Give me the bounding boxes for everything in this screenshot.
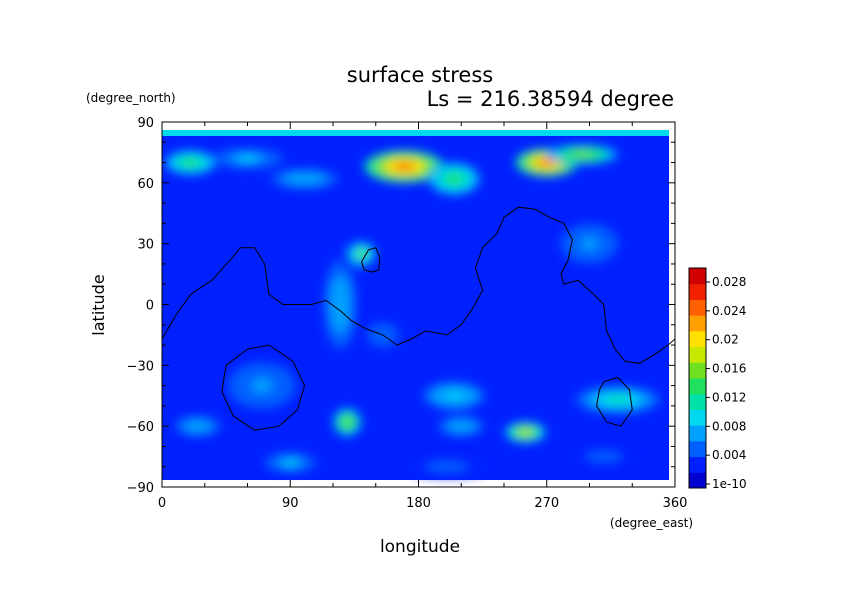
y-axis-label: latitude <box>89 274 108 335</box>
y-tick-label: 30 <box>137 238 154 253</box>
stress-contour <box>394 162 415 171</box>
colorbar-swatch <box>689 268 706 285</box>
contour-line <box>221 344 306 431</box>
colorbar-swatch <box>689 330 706 348</box>
x-tick-label: 360 <box>663 496 688 511</box>
stress-contour <box>190 423 205 430</box>
x-tick-label: 90 <box>282 496 299 511</box>
x-unit-label: (degree_east) <box>610 516 693 530</box>
stress-contour <box>335 290 346 319</box>
colorbar-label: 0.004 <box>712 448 746 462</box>
stress-contour <box>447 174 461 183</box>
colorbar-swatch <box>689 409 706 426</box>
stress-contour <box>594 454 613 460</box>
colorbar-label: 1e-10 <box>712 477 747 491</box>
colorbar-label: 0.028 <box>712 275 746 289</box>
colorbar-swatch <box>689 440 706 458</box>
colorbar-swatch <box>689 472 706 489</box>
chart-title: surface stress <box>347 63 493 87</box>
stress-contour <box>238 155 257 162</box>
colorbar-label: 0.008 <box>712 419 746 433</box>
stress-contour <box>436 464 458 470</box>
y-tick-label: −60 <box>127 420 154 435</box>
y-tick-label: 60 <box>137 177 154 192</box>
y-tick-label: −30 <box>127 359 154 374</box>
stress-contour <box>357 250 366 257</box>
field-background <box>162 130 669 480</box>
x-tick-label: 0 <box>158 496 166 511</box>
polar-band <box>162 130 669 136</box>
y-tick-label: −90 <box>127 481 154 496</box>
contour-line <box>361 247 381 273</box>
y-tick-label: 0 <box>146 299 154 314</box>
stress-contour <box>184 159 197 166</box>
colorbar-swatch <box>689 378 706 395</box>
contour-line <box>162 206 675 364</box>
x-tick-label: 180 <box>406 496 431 511</box>
colorbar-swatch <box>689 299 706 316</box>
axis-ticks: 0 90 180 270 360 90 60 30 0 −30 −60 −90 <box>127 116 688 511</box>
colorbar-frame <box>688 267 707 489</box>
colorbar-swatch <box>689 393 706 410</box>
colorbar-label: 0.016 <box>712 362 746 376</box>
colorbar-swatch <box>689 346 706 363</box>
colorbar: 1e-10 0.004 0.008 0.012 0.016 0.02 0.024 0.028 <box>688 267 747 491</box>
colorbar-label: 0.012 <box>712 390 746 404</box>
stress-contour <box>283 460 297 466</box>
stress-contour <box>293 175 316 182</box>
y-tick-label: 90 <box>137 116 154 131</box>
y-unit-label: (degree_north) <box>86 91 176 105</box>
colorbar-swatch <box>689 362 706 379</box>
colorbar-label: 0.02 <box>712 333 739 347</box>
colorbar-swatch <box>689 315 706 332</box>
x-tick-label: 270 <box>534 496 559 511</box>
stress-contour <box>251 378 273 393</box>
stress-contour <box>573 151 592 157</box>
contour-line <box>596 376 633 427</box>
colorbar-label: 0.024 <box>712 304 746 318</box>
stress-field <box>162 130 669 480</box>
colorbar-swatch <box>689 425 706 442</box>
stress-contour <box>446 392 462 400</box>
chart-subtitle: Ls = 216.38594 degree <box>427 87 674 111</box>
stress-contour <box>580 237 599 250</box>
stress-contour <box>343 418 351 426</box>
stress-contour <box>520 429 531 435</box>
stress-contour <box>454 423 469 430</box>
stress-contour <box>607 396 629 404</box>
colorbar-swatch <box>689 283 706 300</box>
x-axis-label: longitude <box>380 537 460 557</box>
colorbar-swatch <box>689 456 706 473</box>
topography-contours <box>162 206 675 431</box>
stress-contour <box>538 159 555 167</box>
